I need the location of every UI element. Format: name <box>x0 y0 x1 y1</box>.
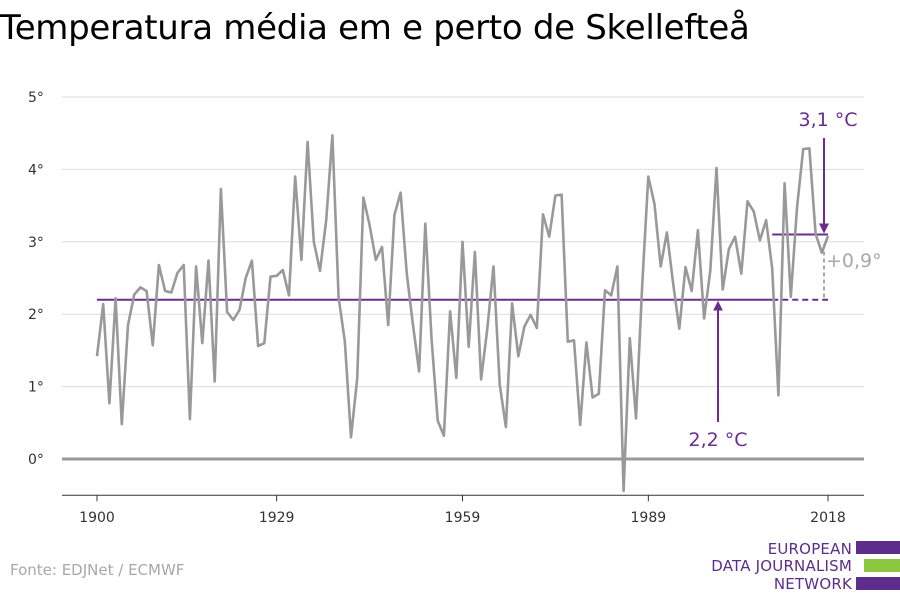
y-tick-label: 2° <box>28 307 44 323</box>
y-tick-label: 3° <box>28 235 44 251</box>
y-tick-label: 0° <box>28 452 44 468</box>
difference-label: +0,9° <box>826 250 882 272</box>
x-tick-label: 2018 <box>810 510 846 526</box>
logo-bar-1 <box>856 541 900 554</box>
x-tick-label: 1900 <box>79 510 115 526</box>
logo-bar-2 <box>864 559 900 572</box>
baseline-average-label: 2,2 °C <box>688 429 747 451</box>
logo-line-2: DATA JOURNALISM <box>711 557 852 575</box>
x-tick-label: 1929 <box>259 510 295 526</box>
chart-title: Temperatura média em e perto de Skelleft… <box>0 8 750 48</box>
annotations: 3,1 °C 2,2 °C +0,9° <box>688 109 881 451</box>
x-tick-label: 1959 <box>445 510 481 526</box>
y-tick-label: 1° <box>28 380 44 396</box>
logo-line-1: EUROPEAN <box>767 540 852 558</box>
series-layer <box>95 134 830 493</box>
y-tick-label: 4° <box>28 162 44 178</box>
temperature-series-line <box>95 134 830 493</box>
recent-average-label: 3,1 °C <box>798 109 857 131</box>
grid <box>62 96 864 461</box>
x-tick-label: 1989 <box>631 510 667 526</box>
logo-line-3: NETWORK <box>773 575 852 593</box>
logo-bar-3 <box>856 577 900 590</box>
y-tick-label: 5° <box>28 90 44 106</box>
source-credit: Fonte: EDJNet / ECMWF <box>10 561 185 579</box>
edjnet-logo: EUROPEAN DATA JOURNALISM NETWORK <box>700 540 900 596</box>
axes: 0° 1° 2° 3° 4° 5° 1900 1929 1959 1989 2018 <box>28 90 864 526</box>
